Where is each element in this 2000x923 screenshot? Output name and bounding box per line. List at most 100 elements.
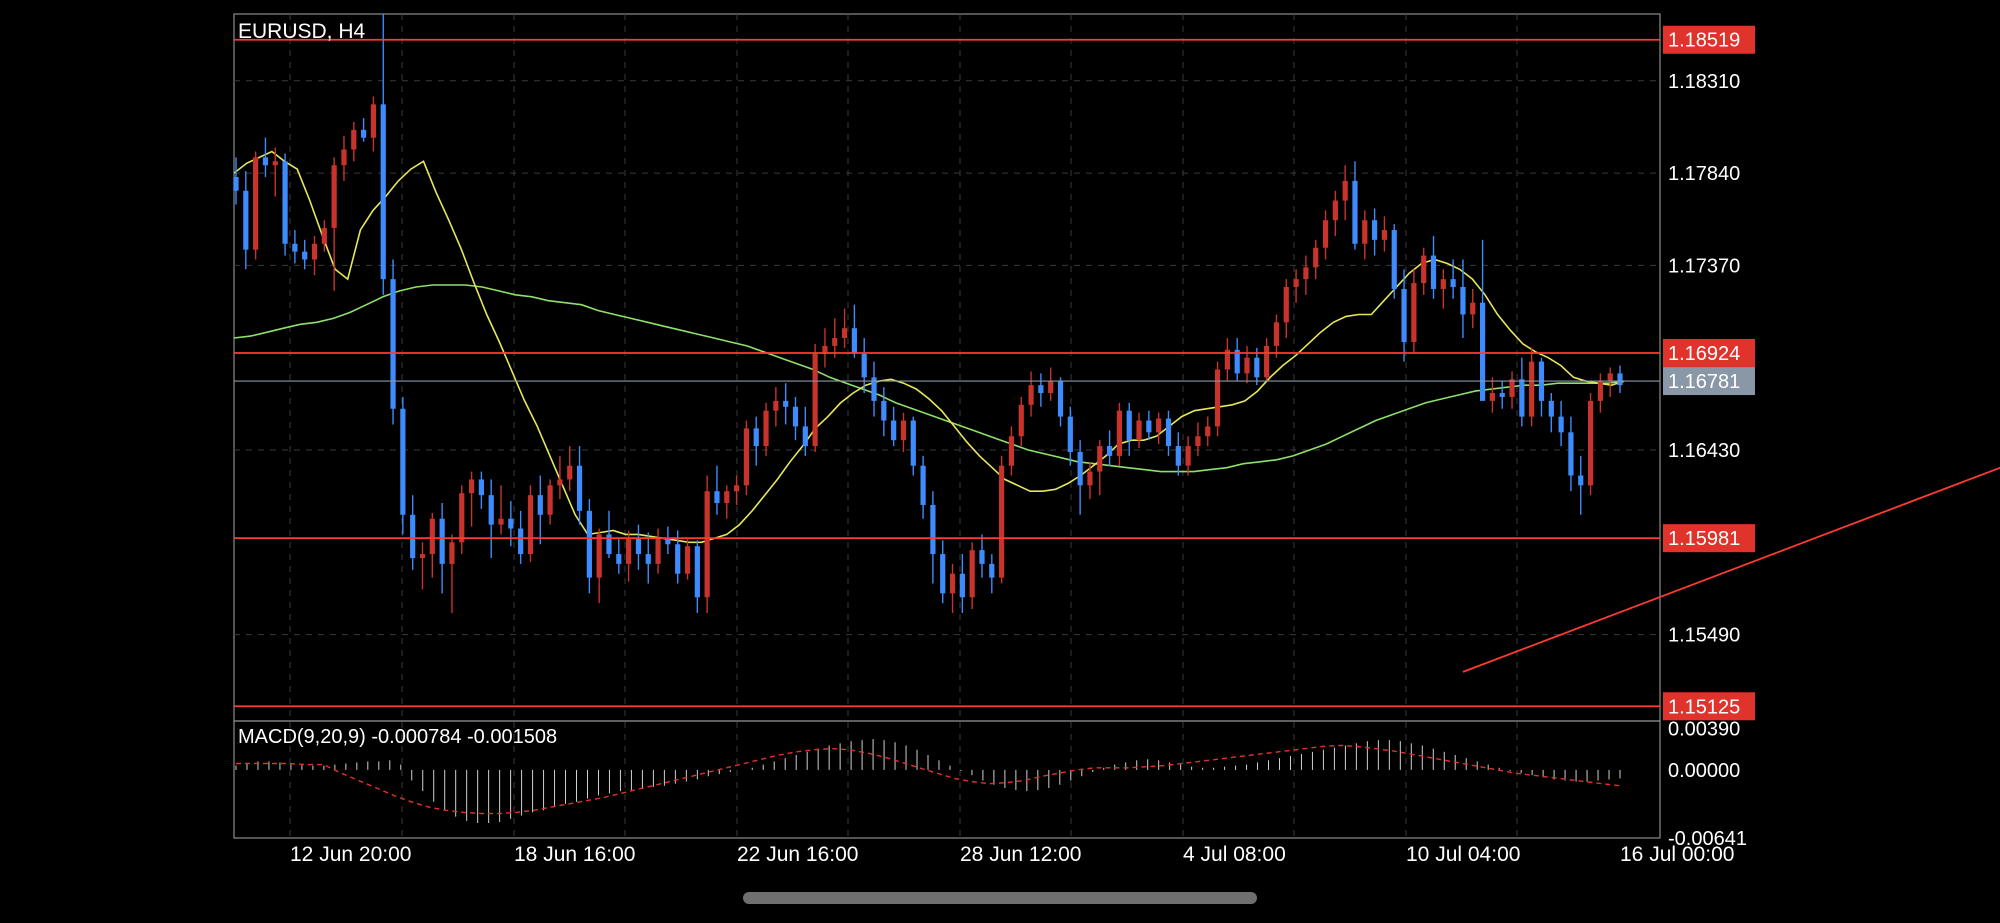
level-price-tag: 1.15981: [1663, 524, 1755, 553]
candle: [478, 471, 484, 509]
candle: [321, 220, 327, 252]
candle: [292, 230, 298, 264]
candle: [1087, 461, 1093, 500]
candle: [1460, 259, 1466, 339]
candle: [1106, 430, 1113, 466]
candle: [1372, 208, 1378, 256]
candle: [1185, 436, 1191, 476]
candle: [733, 475, 740, 505]
x-tick-label: 18 Jun 16:00: [514, 843, 635, 866]
candle: [1322, 210, 1329, 260]
candle: [1587, 393, 1594, 496]
candle: [743, 420, 750, 496]
candle: [576, 446, 583, 525]
candle: [645, 532, 651, 584]
candle: [763, 402, 769, 456]
candle: [832, 318, 838, 358]
candle: [527, 485, 534, 562]
candle: [468, 471, 475, 527]
candle: [949, 563, 956, 613]
candle: [655, 528, 661, 574]
candle: [262, 137, 269, 178]
x-tick-label: 22 Jun 16:00: [737, 843, 858, 866]
y-tick-label: 1.18310: [1668, 71, 1740, 93]
candle: [920, 455, 926, 519]
macd-y-tick-label: 0.00390: [1668, 718, 1740, 740]
candle: [1283, 279, 1289, 339]
level-price-tag: 1.15125: [1663, 692, 1755, 721]
candle: [714, 465, 720, 515]
macd-title: MACD(9,20,9) -0.000784 -0.001508: [238, 726, 557, 748]
candle: [1342, 165, 1348, 221]
candle: [1489, 377, 1495, 413]
main-plot-frame: [233, 13, 1661, 722]
candle: [1529, 347, 1535, 427]
candle: [1450, 259, 1456, 299]
candle: [370, 96, 377, 152]
trend-lines[interactable]: [1462, 75, 2000, 673]
candle: [586, 499, 592, 594]
chart-title: EURUSD, H4: [238, 20, 366, 43]
candle: [1607, 367, 1613, 397]
candle: [684, 538, 691, 580]
trend-line-0: [1462, 466, 2000, 673]
candle: [1077, 440, 1083, 515]
candle: [419, 542, 426, 590]
candle: [1195, 422, 1201, 456]
candle: [940, 540, 946, 604]
candle: [1175, 432, 1181, 476]
candle: [635, 524, 642, 570]
candle: [1067, 406, 1073, 466]
candle: [704, 475, 710, 613]
candle: [488, 479, 494, 558]
price-tag-text: 1.16924: [1668, 343, 1740, 365]
candle: [1470, 288, 1476, 329]
candle: [1548, 393, 1554, 433]
candle: [596, 528, 602, 604]
candle: [1018, 396, 1024, 447]
candle: [1597, 373, 1603, 413]
candle: [1519, 357, 1525, 427]
candle: [311, 235, 318, 276]
candle: [1038, 373, 1044, 407]
candle: [1509, 371, 1515, 409]
candle: [1303, 255, 1309, 295]
y-tick-label: 1.15490: [1668, 625, 1740, 647]
candle: [233, 157, 239, 205]
candle: [969, 542, 975, 610]
x-tick-label: 28 Jun 12:00: [960, 843, 1081, 866]
candle: [999, 455, 1005, 584]
candle: [861, 338, 867, 394]
time-axis: 12 Jun 20:00 18 Jun 16:00 22 Jun 16:00 28 J…: [290, 843, 1734, 866]
price-tag-text: 1.15125: [1668, 696, 1740, 718]
candle: [243, 171, 249, 270]
macd-plot-frame: [233, 720, 1661, 839]
candle: [1391, 224, 1397, 299]
y-tick-label: 1.17370: [1668, 255, 1740, 277]
price-tag-text: 1.15981: [1668, 528, 1740, 550]
candle: [900, 412, 907, 452]
candle: [272, 147, 278, 197]
candle: [341, 135, 347, 181]
x-tick-label: 10 Jul 04:00: [1406, 843, 1520, 866]
candle: [665, 526, 671, 555]
candle: [1048, 367, 1054, 401]
candle: [361, 118, 367, 142]
candle: [1264, 338, 1270, 382]
candle: [547, 479, 553, 525]
candle: [1293, 269, 1299, 303]
ma-fast-line: [233, 150, 1625, 544]
horizontal-levels[interactable]: [234, 38, 1660, 708]
candle: [429, 512, 435, 578]
candlestick-series: [233, 14, 1623, 613]
candle: [1499, 381, 1505, 409]
candle: [498, 485, 504, 535]
current-price-tag: 1.16781: [1663, 367, 1755, 396]
home-indicator[interactable]: [743, 892, 1257, 904]
candle: [891, 406, 897, 447]
candle: [331, 157, 337, 291]
candle: [1057, 377, 1064, 427]
candle: [675, 530, 681, 584]
candle: [910, 416, 916, 476]
